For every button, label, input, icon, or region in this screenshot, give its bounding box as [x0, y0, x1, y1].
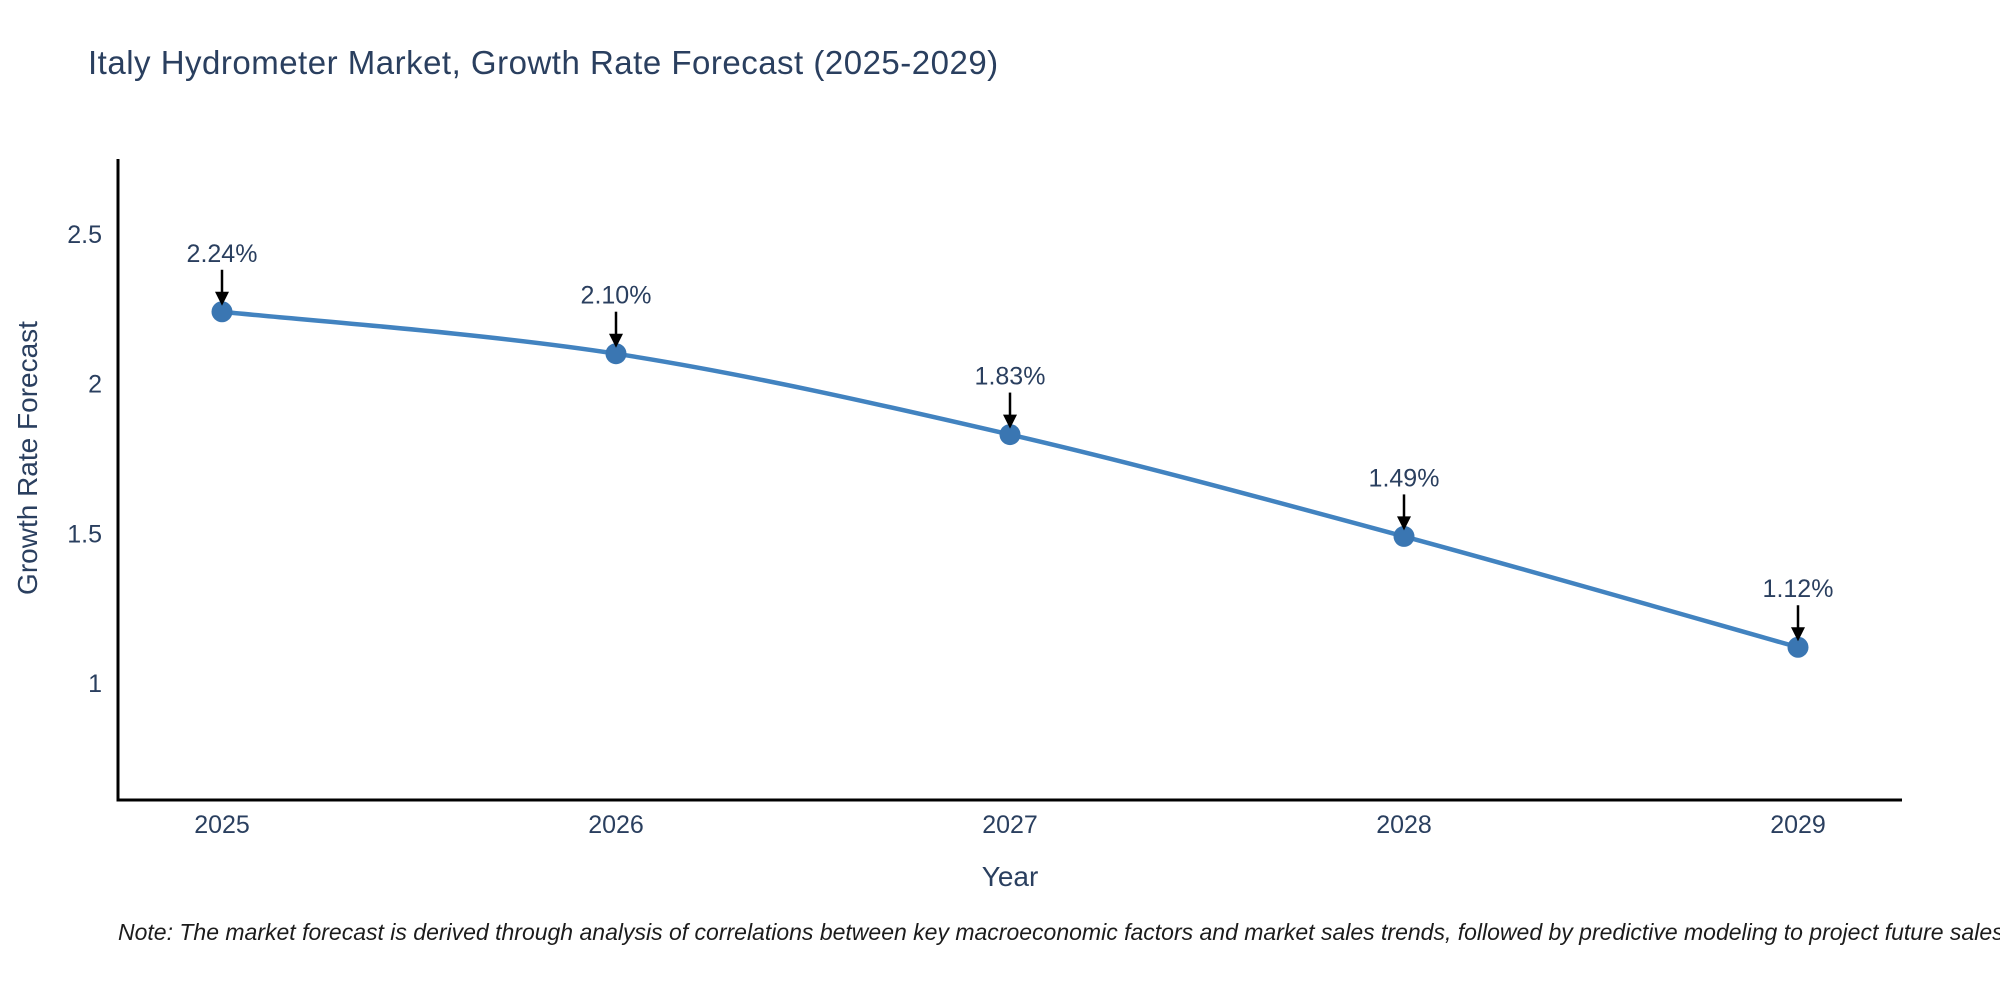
x-tick-label: 2029: [1770, 811, 1826, 839]
annotation-label: 2.24%: [187, 240, 258, 268]
x-tick-label: 2026: [588, 811, 644, 839]
y-tick-label: 2.5: [67, 221, 102, 249]
annotation-label: 2.10%: [581, 282, 652, 310]
annotation-arrowhead: [1791, 627, 1805, 642]
y-tick-label: 1.5: [67, 520, 102, 548]
data-point-marker: [605, 343, 627, 365]
data-point-marker: [1393, 525, 1415, 547]
chart-title: Italy Hydrometer Market, Growth Rate For…: [88, 44, 999, 81]
annotation-arrowhead: [1397, 516, 1411, 531]
annotation-arrowhead: [609, 333, 623, 348]
annotation-arrowhead: [215, 291, 229, 306]
annotation-arrowhead: [1003, 414, 1017, 429]
annotation-label: 1.49%: [1369, 464, 1440, 492]
data-point-marker: [211, 301, 233, 323]
data-point-marker: [999, 424, 1021, 446]
axis-spines: [116, 159, 1902, 802]
footnote: Note: The market forecast is derived thr…: [118, 919, 2000, 945]
x-tick-label: 2028: [1376, 811, 1432, 839]
data-point-marker: [1787, 636, 1809, 658]
x-axis-title: Year: [981, 861, 1039, 892]
y-tick-label: 2: [88, 371, 102, 399]
y-tick-label: 1: [88, 670, 102, 698]
annotation-label: 1.12%: [1763, 575, 1834, 603]
x-tick-label: 2027: [982, 811, 1038, 839]
x-tick-label: 2025: [194, 811, 250, 839]
annotation-label: 1.83%: [975, 363, 1046, 391]
